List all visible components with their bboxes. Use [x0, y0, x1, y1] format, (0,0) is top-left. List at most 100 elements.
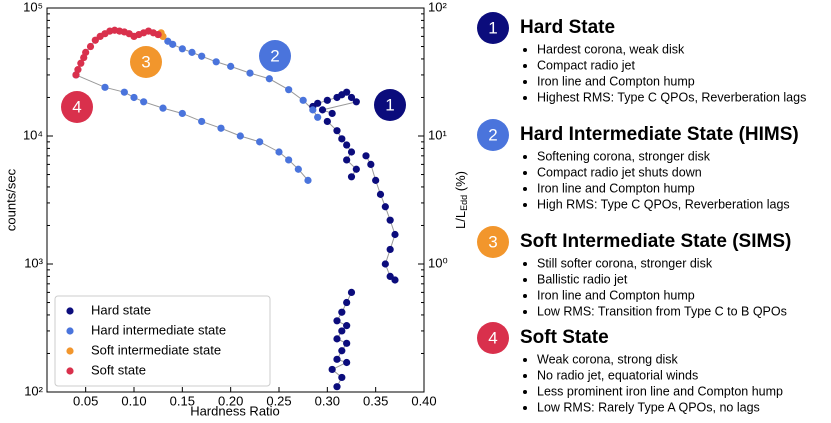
data-point [333, 383, 341, 391]
data-point [120, 88, 128, 96]
data-point [386, 245, 394, 254]
bullet-dot [523, 64, 527, 68]
data-point [299, 96, 307, 104]
data-point [391, 230, 399, 239]
data-point [265, 75, 273, 83]
data-point [82, 48, 90, 56]
data-point [91, 36, 99, 44]
data-point [318, 106, 327, 114]
x-tick-label: 0.25 [266, 393, 291, 408]
y2-tick-label: 10¹ [428, 127, 447, 142]
x-tick-label: 0.35 [363, 393, 388, 408]
data-point [347, 148, 356, 156]
legend-label: Hard intermediate state [91, 322, 226, 337]
y2-tick-label: 10² [428, 0, 447, 14]
section-number: 3 [488, 232, 497, 251]
data-point [275, 148, 283, 156]
bullet-dot [523, 203, 527, 207]
data-point [294, 165, 302, 173]
bullet-dot [523, 80, 527, 84]
bullet-text: Compact radio jet shuts down [537, 165, 702, 179]
legend-marker [66, 307, 74, 315]
y-tick-label: 10⁵ [23, 0, 43, 14]
y2-label-main: L/L [453, 211, 468, 229]
data-point [372, 176, 380, 184]
bullet-dot [523, 358, 527, 362]
data-point [333, 317, 341, 325]
data-point [328, 365, 336, 374]
section-title: Hard State [520, 17, 615, 38]
data-point [343, 88, 351, 96]
data-point [285, 156, 293, 164]
x-tick-label: 0.40 [411, 393, 436, 408]
plot-frame [46, 7, 425, 393]
bullet-text: Low RMS: Transition from Type C to B QPO… [537, 304, 787, 318]
bullet-text: Low RMS: Rarely Type A QPOs, no lags [537, 400, 760, 414]
section-number: 1 [488, 18, 497, 37]
data-point [140, 98, 148, 106]
data-point [343, 358, 351, 367]
bullet-text: High RMS: Type C QPOs, Reverberation lag… [537, 197, 790, 211]
data-point [159, 104, 167, 112]
bullet-text: Ballistic radio jet [537, 272, 628, 286]
bullet-text: Iron line and Compton hump [537, 181, 695, 195]
data-point [343, 298, 351, 307]
data-point [130, 93, 138, 102]
data-point [367, 160, 375, 168]
y2-axis-label: L/LEdd (%) [453, 171, 469, 229]
bullet-dot [523, 171, 527, 175]
bullet-dot [523, 406, 527, 410]
x-tick-label: 0.30 [315, 393, 340, 408]
x-axis-label: Hardness Ratio [190, 403, 280, 418]
data-point [386, 216, 394, 224]
section-title: Hard Intermediate State (HIMS) [520, 124, 799, 145]
annotation-number: 1 [385, 95, 394, 114]
bullet-text: Iron line and Compton hump [537, 288, 695, 302]
legend-label: Soft state [91, 362, 146, 377]
data-point [343, 339, 351, 347]
section-badge [477, 322, 509, 354]
bullet-text: Hardest corona, weak disk [537, 42, 685, 56]
data-point [347, 93, 356, 102]
data-point [338, 327, 346, 335]
data-point [323, 96, 331, 104]
section-badge [477, 226, 509, 258]
section-title: Soft Intermediate State (SIMS) [520, 231, 791, 252]
y2-label-suffix: (%) [453, 171, 468, 195]
x-tick-label: 0.15 [170, 393, 195, 408]
data-point [74, 66, 82, 74]
data-point [391, 276, 399, 284]
data-point [338, 308, 346, 316]
data-point [362, 152, 370, 160]
data-point [323, 117, 331, 126]
bullet-text: Highest RMS: Type C QPOs, Reverberation … [537, 90, 806, 104]
section-number: 4 [488, 328, 497, 347]
y2-tick-label: 10⁰ [428, 255, 448, 270]
y-axis-label: counts/sec [3, 168, 18, 231]
bullet-dot [523, 155, 527, 159]
annotation-badge [374, 89, 406, 121]
data-point [328, 109, 336, 118]
legend-label: Hard state [91, 302, 151, 317]
legend-marker [66, 327, 74, 335]
data-point [352, 98, 360, 106]
data-point [381, 260, 389, 268]
annotation-number: 3 [141, 52, 150, 71]
data-point [343, 322, 351, 330]
x-tick-label: 0.20 [218, 393, 243, 408]
data-point [338, 135, 346, 143]
bullet-text: Iron line and Compton hump [537, 74, 695, 88]
data-point [178, 45, 186, 53]
bullet-dot [523, 262, 527, 266]
data-point [86, 42, 95, 51]
bullet-text: Still softer corona, stronger disk [537, 256, 713, 270]
data-point [304, 176, 312, 184]
data-point [376, 190, 385, 198]
data-point [343, 141, 351, 149]
data-point [256, 138, 264, 146]
data-point [285, 86, 293, 94]
data-point [101, 83, 109, 91]
bullet-dot [523, 374, 527, 378]
data-point [314, 113, 322, 121]
data-point [246, 69, 254, 77]
